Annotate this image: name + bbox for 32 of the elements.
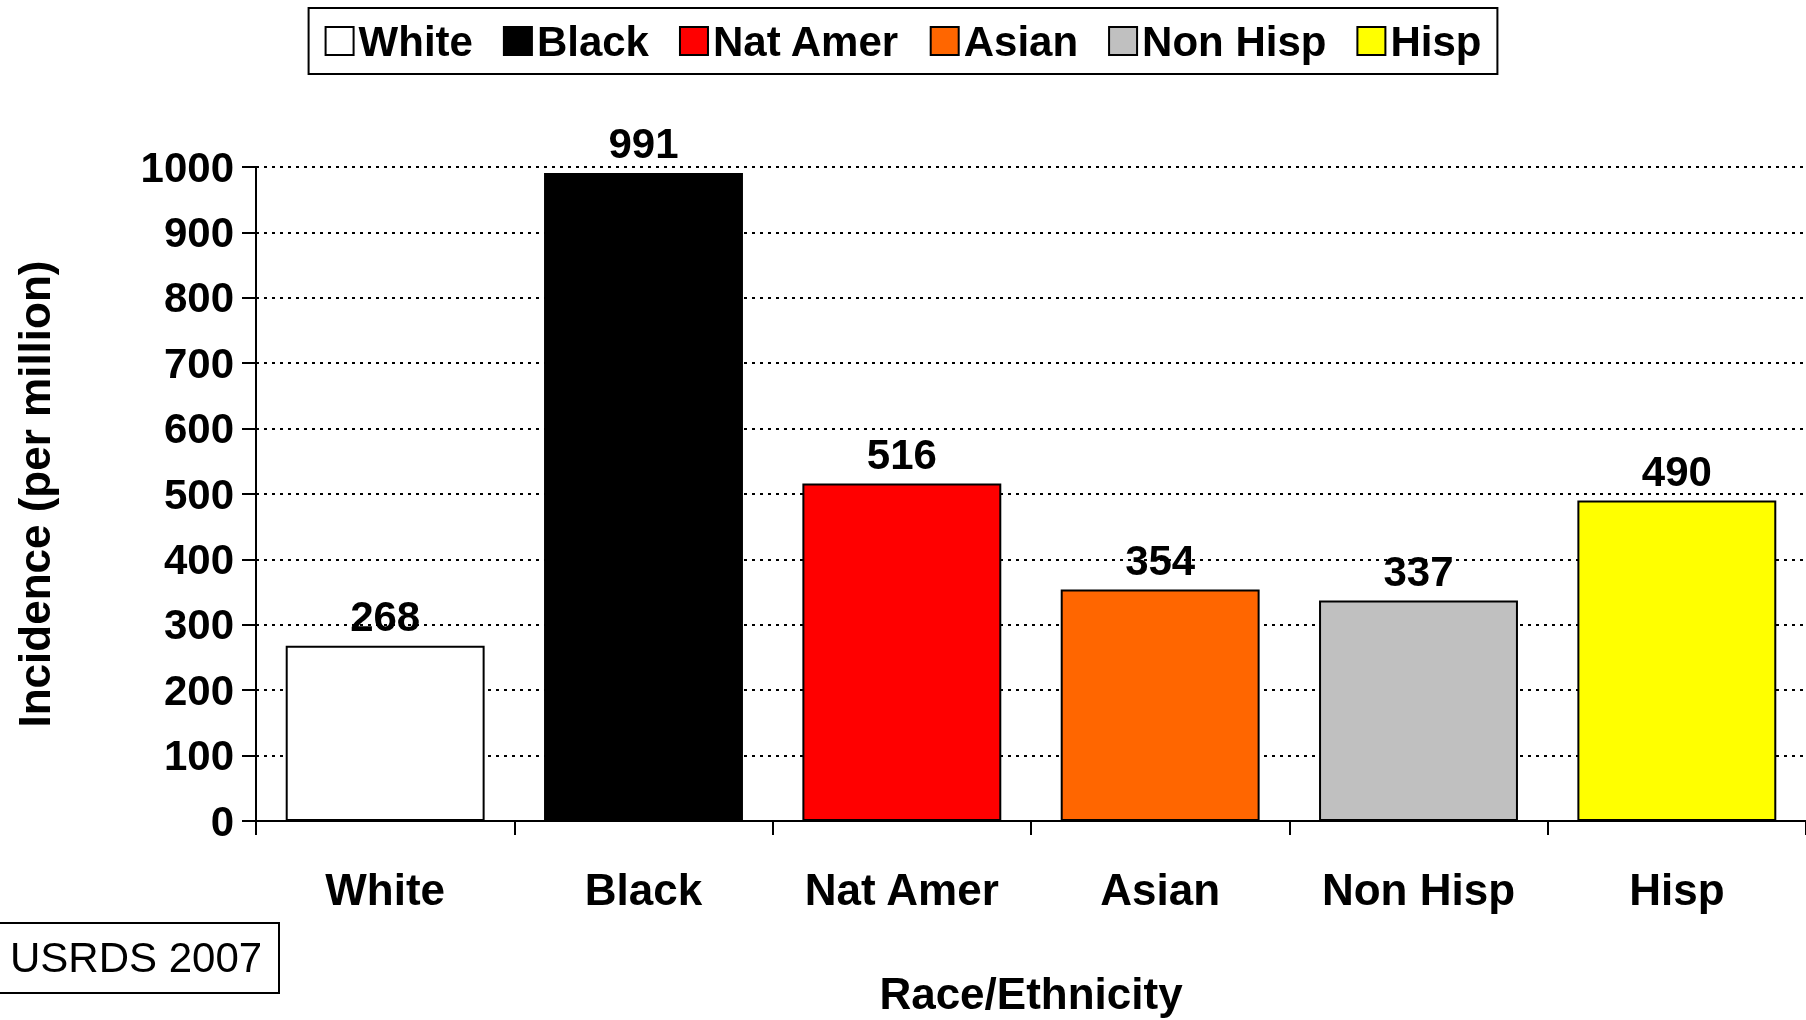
y-tick-label: 300 <box>163 601 234 649</box>
y-tick-label: 500 <box>163 470 234 518</box>
y-tick-label: 400 <box>163 535 234 583</box>
x-tick-label: Hisp <box>1629 864 1725 914</box>
x-tick-label: Nat Amer <box>804 864 999 914</box>
data-label: 991 <box>608 120 679 168</box>
legend-label: Hisp <box>1390 17 1482 65</box>
x-axis-title: Race/Ethnicity <box>879 968 1184 1018</box>
data-label: 268 <box>350 593 421 641</box>
y-tick-label: 900 <box>163 208 234 256</box>
y-axis-title: Incidence (per million) <box>9 260 59 728</box>
text: USRDS 2007 <box>0 922 281 994</box>
y-tick-label: 0 <box>210 797 234 845</box>
legend-label: Non Hisp <box>1142 17 1327 65</box>
data-label: 516 <box>866 431 937 479</box>
y-tick-label: 800 <box>163 274 234 322</box>
legend-label: Nat Amer <box>712 17 899 65</box>
x-tick-label: White <box>325 864 446 914</box>
data-label: 354 <box>1125 536 1196 584</box>
legend-label: Black <box>536 17 650 65</box>
x-tick-label: Non Hisp <box>1321 864 1516 914</box>
data-label: 490 <box>1641 448 1712 496</box>
x-tick-label: Black <box>584 864 703 914</box>
legend-label: Asian <box>963 17 1079 65</box>
y-tick-label: 700 <box>163 339 234 387</box>
data-label: 337 <box>1383 548 1454 596</box>
y-tick-label: 1000 <box>140 143 234 191</box>
y-tick-label: 100 <box>163 732 234 780</box>
legend-label: White <box>358 17 473 65</box>
x-tick-label: Asian <box>1100 864 1221 914</box>
y-tick-label: 600 <box>163 405 234 453</box>
y-tick-label: 200 <box>163 666 234 714</box>
